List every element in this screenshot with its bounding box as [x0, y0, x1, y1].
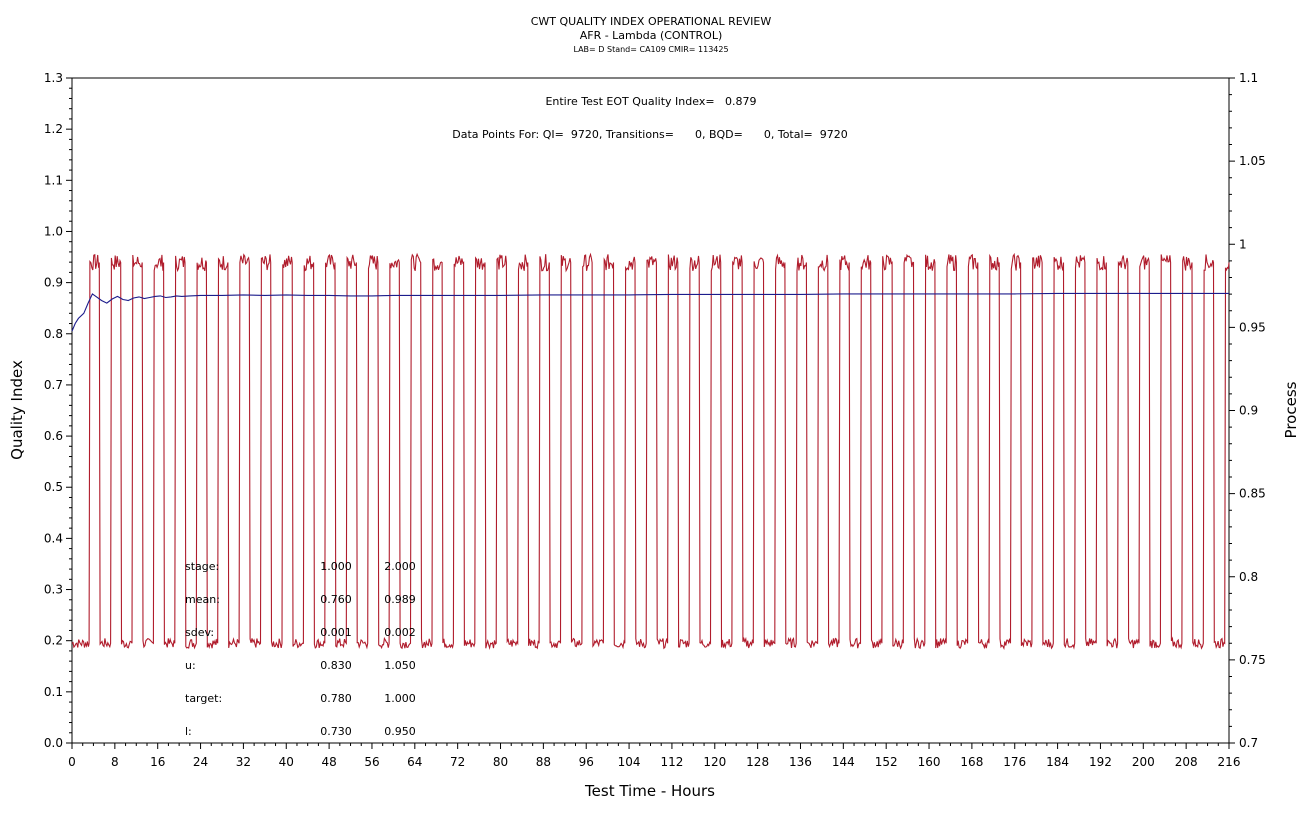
left-y-axis: 0.0 0.1 0.2 0.3 0.4 0.5 0.6 0.7 0.8 0.9 1.0 1.1 1.2 1…: [44, 71, 72, 750]
y-tick-label: 0.2: [44, 634, 63, 648]
y2-tick-label: 0.8: [1239, 570, 1258, 584]
y-tick-label: 0.4: [44, 531, 63, 545]
stats-value-stage2: 0.950: [384, 725, 416, 738]
x-tick-label: 128: [746, 755, 769, 769]
y-tick-label: 0.3: [44, 583, 63, 597]
data-points-annotation: Data Points For: QI= 9720, Transitions= …: [452, 128, 847, 141]
y-tick-label: 0.6: [44, 429, 63, 443]
stats-value-stage1: 0.001: [320, 626, 352, 639]
x-tick-label: 80: [493, 755, 508, 769]
x-tick-label: 176: [1003, 755, 1026, 769]
x-tick-label: 64: [407, 755, 422, 769]
x-tick-label: 192: [1089, 755, 1112, 769]
process-series-line: [71, 252, 1230, 651]
stats-value-stage2: 0.002: [384, 626, 416, 639]
stats-value-stage1: 0.780: [320, 692, 352, 705]
y2-tick-label: 1.1: [1239, 71, 1258, 85]
y-tick-label: 1.2: [44, 122, 63, 136]
stats-value-stage2: 2.000: [384, 560, 416, 573]
x-tick-label: 16: [150, 755, 165, 769]
chart-title: CWT QUALITY INDEX OPERATIONAL REVIEW: [531, 15, 772, 28]
stats-value-stage2: 0.989: [384, 593, 416, 606]
y-tick-label: 0.9: [44, 276, 63, 290]
x-tick-label: 56: [364, 755, 379, 769]
y-tick-label: 1.3: [44, 71, 63, 85]
x-tick-label: 184: [1046, 755, 1069, 769]
x-tick-label: 48: [321, 755, 336, 769]
x-tick-label: 200: [1132, 755, 1155, 769]
plot-area-frame: [71, 77, 1230, 744]
y2-tick-label: 0.7: [1239, 736, 1258, 750]
x-tick-label: 0: [68, 755, 76, 769]
eot-quality-index-annotation: Entire Test EOT Quality Index= 0.879: [545, 95, 756, 108]
y-tick-label: 0.1: [44, 685, 63, 699]
y2-tick-label: 1.05: [1239, 154, 1266, 168]
stats-value-stage2: 1.050: [384, 659, 416, 672]
y-tick-label: 1.1: [44, 173, 63, 187]
x-tick-label: 104: [618, 755, 641, 769]
right-y-axis: 0.7 0.75 0.8 0.85 0.9 0.95 1 1.05 1.1: [1229, 71, 1266, 750]
stats-label: mean:: [185, 593, 220, 606]
x-tick-label: 32: [236, 755, 251, 769]
stats-value-stage1: 0.730: [320, 725, 352, 738]
stats-label: stage:: [185, 560, 219, 573]
stats-label: sdev:: [185, 626, 214, 639]
stats-label: l:: [185, 725, 192, 738]
x-tick-label: 168: [960, 755, 983, 769]
x-tick-label: 88: [536, 755, 551, 769]
x-tick-label: 72: [450, 755, 465, 769]
stats-label: u:: [185, 659, 196, 672]
quality-index-series-line: [71, 292, 1229, 332]
stats-value-stage1: 0.760: [320, 593, 352, 606]
y2-tick-label: 0.95: [1239, 320, 1266, 334]
x-tick-label: 208: [1175, 755, 1198, 769]
x-tick-label: 144: [832, 755, 855, 769]
y2-tick-label: 1: [1239, 237, 1247, 251]
stats-label: target:: [185, 692, 222, 705]
y-tick-label: 0.5: [44, 480, 63, 494]
x-tick-label: 8: [111, 755, 119, 769]
y-axis-label: Quality Index: [8, 360, 26, 460]
y-tick-label: 0.8: [44, 327, 63, 341]
right-y-axis-label: Process: [1282, 381, 1300, 438]
y2-tick-label: 0.85: [1239, 487, 1266, 501]
stats-value-stage1: 1.000: [320, 560, 352, 573]
stats-value-stage1: 0.830: [320, 659, 352, 672]
x-tick-label: 136: [789, 755, 812, 769]
x-tick-label: 40: [279, 755, 294, 769]
stats-value-stage2: 1.000: [384, 692, 416, 705]
chart-subtitle: AFR - Lambda (CONTROL): [580, 29, 723, 42]
x-tick-label: 112: [660, 755, 683, 769]
x-tick-label: 160: [918, 755, 941, 769]
y-tick-label: 1.0: [44, 224, 63, 238]
y-tick-label: 0.7: [44, 378, 63, 392]
x-axis: 0 8 16 24 32 40 48 56 64 72 80 88 96 104 112 120 128 136 1…: [68, 743, 1240, 769]
x-tick-label: 152: [875, 755, 898, 769]
x-tick-label: 96: [579, 755, 594, 769]
y2-tick-label: 0.9: [1239, 404, 1258, 418]
chart-subtitle-lab-stand: LAB= D Stand= CA109 CMIR= 113425: [573, 45, 728, 54]
x-axis-label: Test Time - Hours: [584, 782, 715, 800]
x-tick-label: 24: [193, 755, 208, 769]
x-tick-label: 120: [703, 755, 726, 769]
stats-table: stage: 1.000 2.000 mean: 0.760 0.989 sdev: 0.00…: [185, 560, 416, 738]
x-tick-label: 216: [1218, 755, 1241, 769]
y-tick-label: 0.0: [44, 736, 63, 750]
y2-tick-label: 0.75: [1239, 653, 1266, 667]
